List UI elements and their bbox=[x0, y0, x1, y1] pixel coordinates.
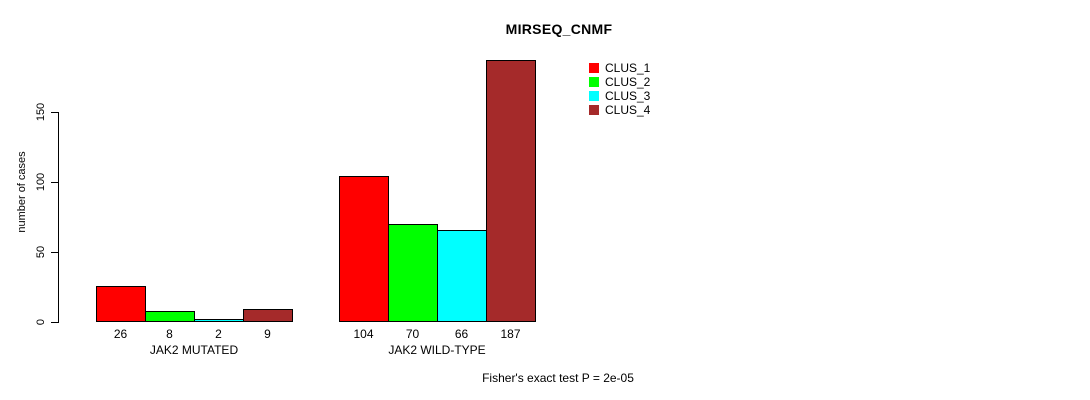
y-tick bbox=[51, 251, 58, 253]
chart-title: MIRSEQ_CNMF bbox=[505, 21, 613, 37]
legend-swatch-icon bbox=[589, 105, 599, 115]
bar-value-label: 9 bbox=[264, 327, 271, 341]
bar-value-label: 26 bbox=[113, 327, 128, 341]
legend-label: CLUS_2 bbox=[605, 75, 651, 89]
legend-swatch-icon bbox=[589, 77, 599, 87]
bar-value-label: 70 bbox=[405, 327, 420, 341]
bar bbox=[437, 229, 487, 322]
bar bbox=[388, 224, 438, 322]
bar-value-label: 2 bbox=[215, 327, 222, 341]
y-tick bbox=[51, 181, 58, 183]
y-tick-label: 50 bbox=[35, 245, 47, 259]
bar bbox=[145, 310, 195, 322]
bar bbox=[96, 285, 146, 322]
bar bbox=[194, 319, 244, 322]
bar-value-label: 104 bbox=[353, 327, 374, 341]
legend-label: CLUS_1 bbox=[605, 61, 651, 75]
bar-value-label: 187 bbox=[500, 327, 521, 341]
x-category-label: JAK2 MUTATED bbox=[149, 343, 239, 357]
y-tick-label: 150 bbox=[35, 102, 47, 122]
bar-value-label: 8 bbox=[166, 327, 173, 341]
legend: CLUS_1 CLUS_2 CLUS_3 CLUS_4 bbox=[589, 61, 650, 117]
legend-label: CLUS_4 bbox=[605, 103, 651, 117]
bar bbox=[339, 176, 389, 322]
bar bbox=[486, 60, 536, 322]
legend-item: CLUS_2 bbox=[589, 75, 650, 89]
y-tick-label: 0 bbox=[35, 318, 47, 326]
y-tick-label: 100 bbox=[35, 172, 47, 192]
x-category-label: JAK2 WILD-TYPE bbox=[388, 343, 486, 357]
y-axis-line bbox=[58, 112, 60, 323]
legend-item: CLUS_3 bbox=[589, 89, 650, 103]
bar-value-label: 66 bbox=[454, 327, 469, 341]
bar bbox=[243, 309, 293, 322]
y-tick bbox=[51, 321, 58, 323]
legend-swatch-icon bbox=[589, 63, 599, 73]
legend-swatch-icon bbox=[589, 91, 599, 101]
y-axis-label: number of cases bbox=[16, 151, 28, 233]
legend-label: CLUS_3 bbox=[605, 89, 651, 103]
legend-item: CLUS_4 bbox=[589, 103, 650, 117]
y-tick bbox=[51, 111, 58, 113]
legend-item: CLUS_1 bbox=[589, 61, 650, 75]
stat-test-caption: Fisher's exact test P = 2e-05 bbox=[482, 371, 634, 385]
